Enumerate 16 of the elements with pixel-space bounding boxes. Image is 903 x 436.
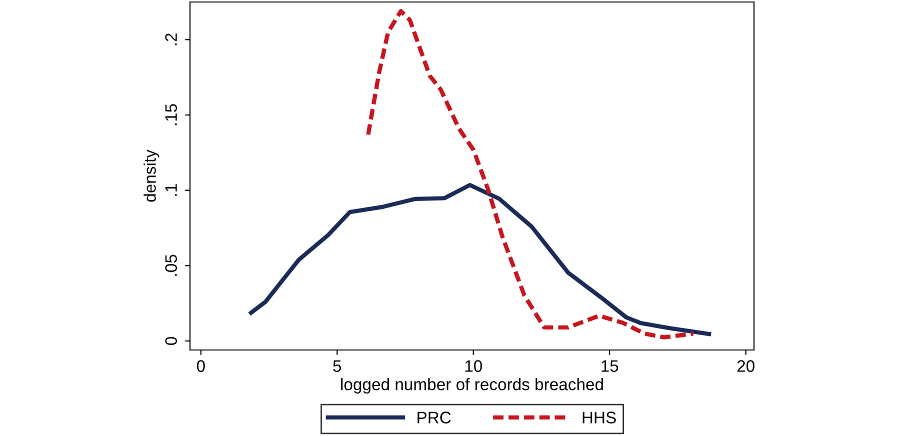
x-tick-label: 10 <box>465 360 482 372</box>
y-tick-label: .2 <box>165 34 177 46</box>
x-tick-label: 15 <box>602 360 618 372</box>
x-tick-label: 5 <box>333 360 342 372</box>
y-tick-label: .1 <box>165 184 177 196</box>
y-axis-title: density <box>144 150 160 202</box>
x-axis-title: logged number of records breached <box>341 378 603 394</box>
line-series <box>248 182 712 336</box>
y-tick-label: .15 <box>165 104 177 126</box>
x-tick-label: 0 <box>196 360 205 372</box>
y-tick-label: .05 <box>165 254 177 276</box>
line-series <box>366 8 696 340</box>
x-tick-label: 20 <box>737 360 754 372</box>
legend-label: PRC <box>418 412 451 424</box>
y-tick-label: 0 <box>165 336 177 345</box>
legend-label: HHS <box>582 412 616 424</box>
